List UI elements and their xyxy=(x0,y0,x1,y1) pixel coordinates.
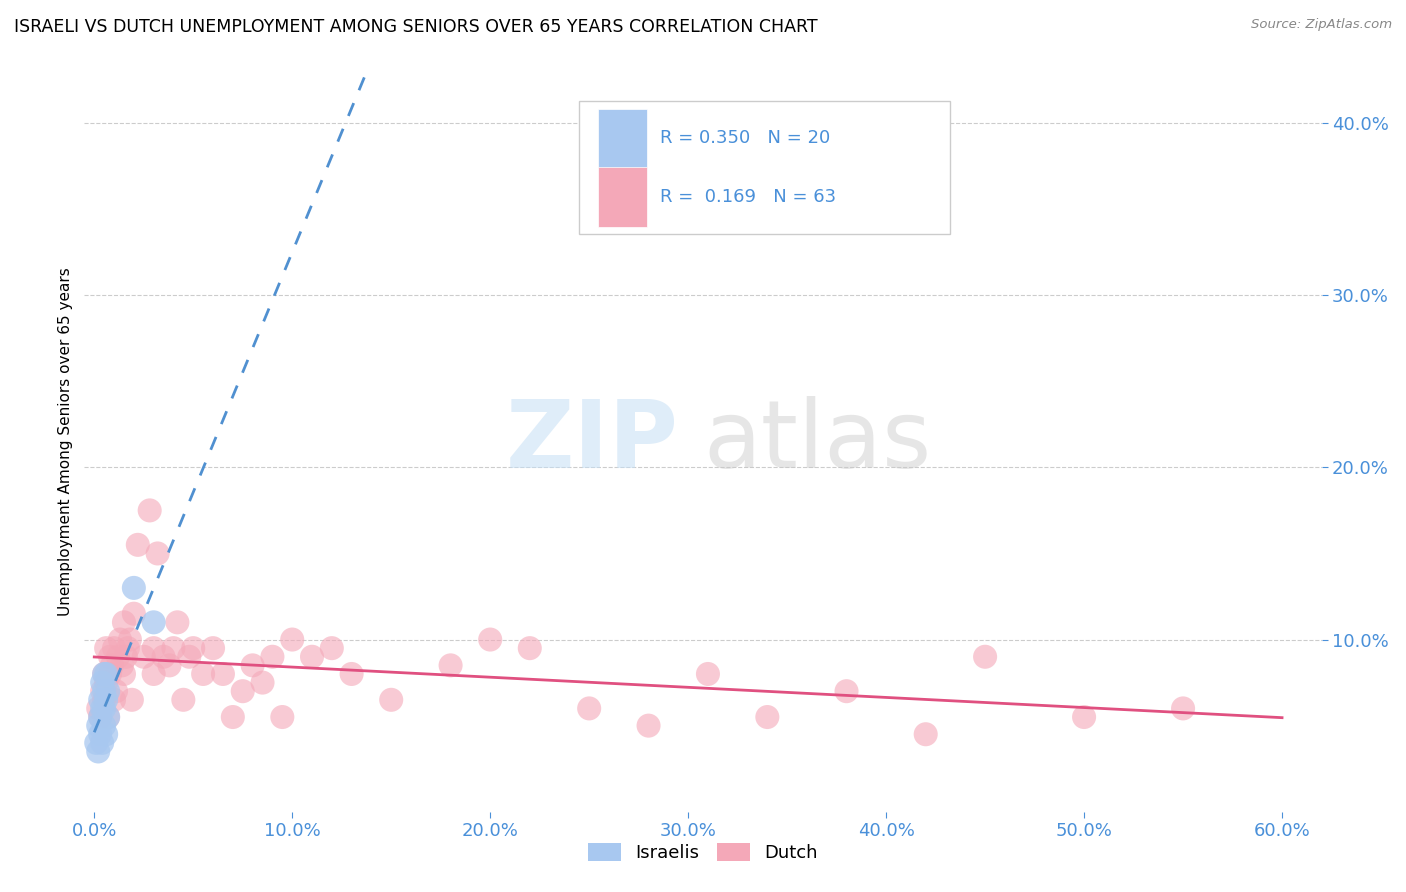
Point xyxy=(112,667,135,681)
Point xyxy=(271,710,294,724)
Text: Source: ZipAtlas.com: Source: ZipAtlas.com xyxy=(1251,18,1392,31)
Y-axis label: Unemployment Among Seniors over 65 years: Unemployment Among Seniors over 65 years xyxy=(58,268,73,615)
Point xyxy=(519,641,541,656)
Point xyxy=(222,710,245,724)
Point xyxy=(112,615,135,630)
Text: R =  0.169   N = 63: R = 0.169 N = 63 xyxy=(659,188,835,206)
Point xyxy=(91,675,114,690)
Point xyxy=(242,658,264,673)
FancyBboxPatch shape xyxy=(598,109,647,168)
Point xyxy=(340,667,363,681)
Point xyxy=(479,632,502,647)
Point xyxy=(121,693,143,707)
Point xyxy=(89,710,111,724)
Point xyxy=(146,546,169,560)
Point xyxy=(94,727,117,741)
FancyBboxPatch shape xyxy=(598,168,647,227)
Point xyxy=(697,667,720,681)
Point xyxy=(262,649,284,664)
Point xyxy=(637,718,659,732)
Point xyxy=(212,667,235,681)
Point xyxy=(118,632,141,647)
Point xyxy=(93,684,115,698)
Point xyxy=(159,658,181,673)
Point xyxy=(1171,701,1194,715)
Point xyxy=(93,667,115,681)
Point xyxy=(91,701,114,715)
Point xyxy=(142,615,165,630)
Point xyxy=(115,649,138,664)
Point xyxy=(87,718,110,732)
Point xyxy=(179,649,201,664)
Point xyxy=(191,667,214,681)
Point xyxy=(108,632,131,647)
Point xyxy=(152,649,174,664)
Point xyxy=(252,675,274,690)
Point xyxy=(93,693,115,707)
Point xyxy=(914,727,936,741)
Point xyxy=(162,641,184,656)
Legend: Israelis, Dutch: Israelis, Dutch xyxy=(581,836,825,870)
Point xyxy=(835,684,858,698)
Point xyxy=(93,667,115,681)
Point xyxy=(166,615,188,630)
Point xyxy=(321,641,343,656)
Point xyxy=(127,538,149,552)
Point xyxy=(281,632,304,647)
Point xyxy=(103,693,125,707)
Point xyxy=(84,736,107,750)
Point xyxy=(439,658,461,673)
Point xyxy=(89,710,111,724)
Point xyxy=(93,701,115,715)
Point xyxy=(756,710,779,724)
FancyBboxPatch shape xyxy=(579,101,950,235)
Point xyxy=(181,641,204,656)
Text: atlas: atlas xyxy=(703,395,931,488)
Point xyxy=(105,684,128,698)
Point xyxy=(301,649,323,664)
Point xyxy=(87,744,110,758)
Point xyxy=(974,649,997,664)
Point xyxy=(138,503,160,517)
Point xyxy=(94,675,117,690)
Point xyxy=(93,718,115,732)
Point xyxy=(103,641,125,656)
Point xyxy=(101,658,124,673)
Point xyxy=(107,649,129,664)
Point xyxy=(87,701,110,715)
Point xyxy=(97,710,120,724)
Point xyxy=(89,693,111,707)
Point xyxy=(578,701,600,715)
Point xyxy=(142,667,165,681)
Point xyxy=(132,649,155,664)
Text: R = 0.350   N = 20: R = 0.350 N = 20 xyxy=(659,129,830,147)
Point xyxy=(172,693,194,707)
Point xyxy=(98,667,121,681)
Point xyxy=(1073,710,1095,724)
Point xyxy=(111,658,134,673)
Point xyxy=(202,641,225,656)
Point xyxy=(98,649,121,664)
Point xyxy=(91,736,114,750)
Point xyxy=(97,684,120,698)
Point xyxy=(117,641,139,656)
Text: ZIP: ZIP xyxy=(505,395,678,488)
Point xyxy=(89,727,111,741)
Point xyxy=(122,581,145,595)
Point xyxy=(94,667,117,681)
Point xyxy=(122,607,145,621)
Point xyxy=(232,684,254,698)
Point xyxy=(142,641,165,656)
Point xyxy=(97,710,120,724)
Point xyxy=(91,684,114,698)
Point xyxy=(94,693,117,707)
Point xyxy=(94,641,117,656)
Text: ISRAELI VS DUTCH UNEMPLOYMENT AMONG SENIORS OVER 65 YEARS CORRELATION CHART: ISRAELI VS DUTCH UNEMPLOYMENT AMONG SENI… xyxy=(14,18,818,36)
Point xyxy=(380,693,402,707)
